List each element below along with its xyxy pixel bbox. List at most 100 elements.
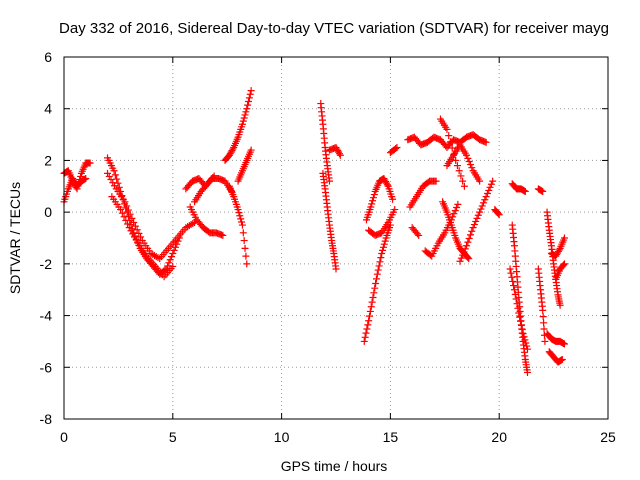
series-d xyxy=(104,169,199,263)
data-point xyxy=(514,304,522,312)
series-ab xyxy=(508,180,529,195)
data-point xyxy=(473,214,481,222)
data-point xyxy=(120,213,128,221)
y-tick-label: -8 xyxy=(40,411,53,427)
data-point xyxy=(169,250,177,258)
data-point xyxy=(487,180,495,188)
series-q xyxy=(365,206,399,239)
data-point xyxy=(236,212,244,220)
data-point xyxy=(509,277,517,285)
data-point xyxy=(122,216,130,224)
series-p xyxy=(362,175,397,224)
data-point xyxy=(480,199,488,207)
data-point xyxy=(169,262,177,270)
data-point xyxy=(482,193,490,201)
data-point xyxy=(245,97,253,105)
data-point xyxy=(476,177,484,185)
data-point xyxy=(539,187,547,195)
data-point xyxy=(111,171,119,179)
data-point xyxy=(560,340,568,348)
data-point xyxy=(242,108,250,116)
data-point xyxy=(486,183,494,191)
data-point xyxy=(126,210,134,218)
data-point xyxy=(372,280,380,288)
data-point xyxy=(474,211,482,219)
data-point xyxy=(365,317,373,325)
data-point xyxy=(364,321,372,329)
data-point xyxy=(210,172,218,180)
data-point xyxy=(131,222,139,230)
series-b xyxy=(60,159,94,193)
data-point xyxy=(380,240,388,248)
data-point xyxy=(453,162,461,170)
data-point xyxy=(464,238,472,246)
series-o xyxy=(360,221,394,345)
data-point xyxy=(450,210,458,218)
data-point xyxy=(73,185,81,193)
data-point xyxy=(523,342,531,350)
data-point xyxy=(368,200,376,208)
data-point xyxy=(508,273,516,281)
data-point xyxy=(468,164,476,172)
data-point xyxy=(379,246,387,254)
data-point xyxy=(243,260,251,268)
data-point xyxy=(507,269,515,277)
data-point xyxy=(219,231,227,239)
data-point xyxy=(246,90,254,98)
data-point xyxy=(241,111,249,119)
series-aj xyxy=(547,234,568,260)
chart-title: Day 332 of 2016, Sidereal Day-to-day VTE… xyxy=(59,20,609,37)
data-point xyxy=(74,182,82,190)
data-point xyxy=(485,186,493,194)
data-point xyxy=(466,231,474,239)
data-point xyxy=(242,252,250,260)
data-point xyxy=(453,203,461,211)
data-point xyxy=(104,169,112,177)
data-point xyxy=(560,260,568,268)
data-point xyxy=(494,210,502,218)
data-point xyxy=(110,167,118,175)
data-point xyxy=(459,177,467,185)
data-point xyxy=(379,243,387,251)
data-point xyxy=(170,246,178,254)
data-point xyxy=(115,183,123,191)
data-point xyxy=(460,182,468,190)
data-point xyxy=(477,205,485,213)
series-k xyxy=(234,146,255,185)
data-point xyxy=(123,202,131,210)
data-point xyxy=(391,206,399,214)
series-ah xyxy=(543,330,568,348)
data-point xyxy=(540,325,548,333)
y-tick-label: -2 xyxy=(40,256,53,272)
data-point xyxy=(376,258,384,266)
data-point xyxy=(118,209,126,217)
data-point xyxy=(472,217,480,225)
x-tick-label: 20 xyxy=(491,429,507,445)
data-point xyxy=(511,290,519,298)
data-point xyxy=(393,144,401,151)
series-aa xyxy=(491,206,503,219)
data-point xyxy=(245,94,253,102)
series-r xyxy=(386,144,401,157)
data-point xyxy=(469,224,477,232)
series-m xyxy=(319,169,340,273)
axis-ticks: 0 5 10 15 20 25 -8 -6 -4 -2 0 2 4 6 xyxy=(40,49,616,445)
data-point xyxy=(558,356,566,364)
series-y xyxy=(456,177,497,265)
data-point xyxy=(371,284,379,292)
series-j xyxy=(225,182,251,268)
data-point xyxy=(482,138,490,146)
data-point xyxy=(137,233,145,241)
data-point xyxy=(456,257,464,265)
series-af xyxy=(534,265,549,345)
data-point xyxy=(165,259,173,267)
x-axis-label: GPS time / hours xyxy=(281,458,388,474)
x-tick-label: 0 xyxy=(60,429,68,445)
data-point xyxy=(515,309,523,317)
data-point xyxy=(75,179,83,187)
data-point xyxy=(82,175,90,183)
data-point xyxy=(521,336,529,344)
series-t xyxy=(406,177,440,211)
data-point xyxy=(450,150,458,158)
